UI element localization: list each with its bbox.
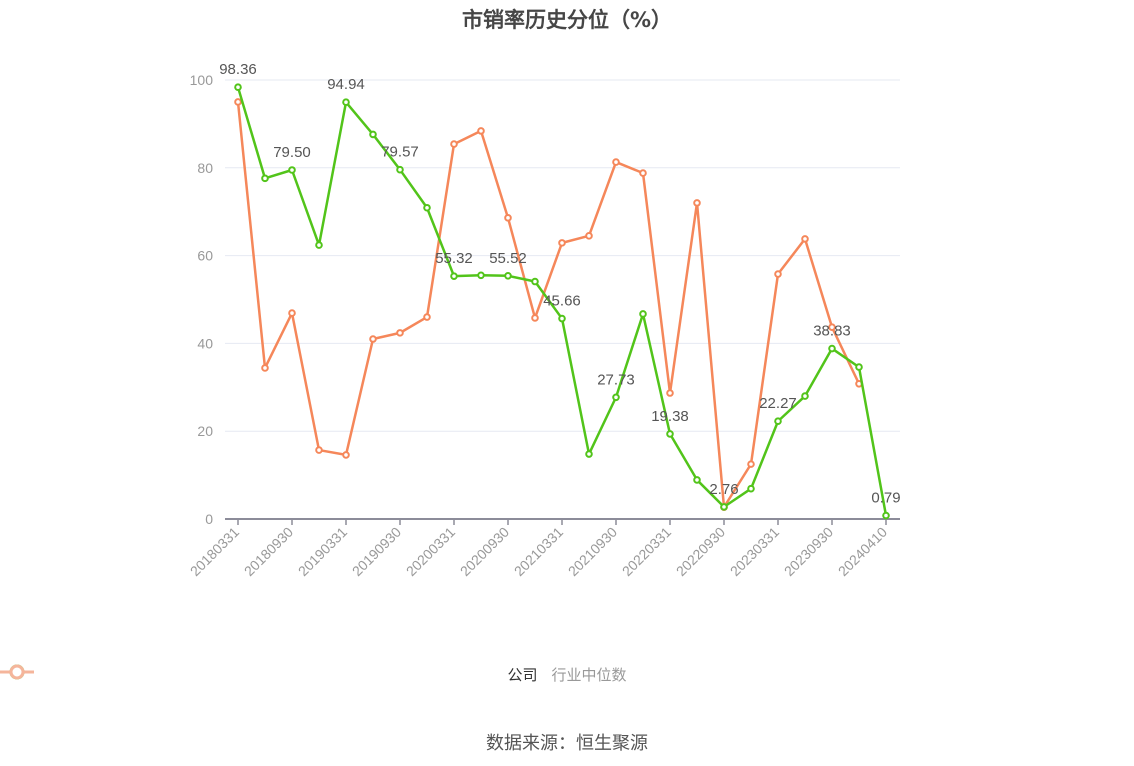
- data-source: 数据来源：恒生聚源: [486, 733, 648, 754]
- data-point[interactable]: [261, 364, 269, 372]
- data-point[interactable]: [342, 451, 350, 459]
- legend: 公司 行业中位数: [0, 664, 1134, 685]
- legend-label-industry: 行业中位数: [551, 666, 627, 684]
- data-label: 38.83: [813, 323, 851, 340]
- data-point[interactable]: [639, 310, 647, 318]
- x-tick-label: 20230930: [781, 524, 837, 580]
- y-tick-label: 0: [205, 511, 213, 527]
- legend-item-industry[interactable]: 行业中位数: [0, 664, 627, 685]
- industry-line: [236, 101, 861, 509]
- data-point[interactable]: [585, 232, 593, 240]
- y-tick-label: 60: [197, 248, 213, 264]
- y-tick-label: 100: [190, 72, 214, 88]
- data-point[interactable]: [450, 140, 458, 148]
- data-label: 45.66: [543, 293, 581, 310]
- data-point[interactable]: [315, 446, 323, 454]
- x-tick-label: 20190930: [349, 524, 405, 580]
- data-point[interactable]: [747, 460, 755, 468]
- data-point[interactable]: [396, 165, 404, 174]
- data-point[interactable]: [855, 363, 863, 371]
- data-label: 79.50: [273, 144, 311, 161]
- data-point[interactable]: [342, 98, 350, 107]
- y-tick-label: 80: [197, 160, 213, 176]
- data-point[interactable]: [396, 329, 404, 337]
- y-tick-label: 40: [197, 335, 213, 351]
- y-tick-label: 20: [197, 423, 213, 439]
- data-label: 94.94: [327, 76, 365, 93]
- data-point[interactable]: [234, 83, 242, 91]
- data-point[interactable]: [801, 235, 809, 243]
- legend-line-circle-icon: [0, 664, 34, 680]
- data-point[interactable]: [666, 389, 674, 397]
- data-point[interactable]: [747, 484, 755, 493]
- chart-title: 市销率历史分位（%）: [461, 8, 673, 32]
- data-point[interactable]: [531, 277, 539, 286]
- data-label: 27.73: [597, 371, 635, 388]
- data-point[interactable]: [774, 417, 782, 426]
- data-point[interactable]: [504, 271, 512, 280]
- data-point[interactable]: [720, 503, 728, 511]
- data-label: 79.57: [381, 144, 419, 161]
- x-tick-label: 20200331: [403, 524, 459, 580]
- data-point[interactable]: [882, 511, 890, 520]
- data-point[interactable]: [288, 166, 296, 174]
- data-point[interactable]: [693, 199, 701, 207]
- data-point[interactable]: [477, 127, 485, 135]
- data-label: 22.27: [759, 395, 797, 412]
- data-point[interactable]: [369, 130, 377, 139]
- x-tick-label: 20240410: [835, 524, 891, 580]
- data-label: 2.76: [709, 481, 738, 498]
- data-point[interactable]: [558, 314, 566, 323]
- x-tick-label: 20180331: [187, 524, 243, 580]
- data-label: 55.52: [489, 250, 527, 267]
- data-point[interactable]: [828, 344, 836, 353]
- x-tick-label: 20220930: [673, 524, 729, 580]
- data-label: 55.32: [435, 250, 473, 267]
- x-tick-label: 20200930: [457, 524, 513, 580]
- data-point[interactable]: [639, 169, 647, 177]
- data-point[interactable]: [234, 98, 242, 106]
- x-tick-label: 20190331: [295, 524, 351, 580]
- data-point[interactable]: [423, 203, 431, 212]
- data-point[interactable]: [450, 272, 458, 280]
- data-point[interactable]: [612, 158, 620, 166]
- data-point[interactable]: [369, 335, 377, 343]
- data-label: 98.36: [219, 61, 257, 78]
- line-chart: 0 20 40 60 80 100 2018033120180930201903312019…: [187, 61, 901, 580]
- data-point[interactable]: [261, 174, 269, 183]
- legend-label-company: 公司: [507, 666, 538, 684]
- legend-item-company[interactable]: 公司: [0, 664, 538, 685]
- data-point[interactable]: [585, 450, 593, 458]
- data-point[interactable]: [423, 313, 431, 321]
- data-point[interactable]: [666, 430, 674, 438]
- data-point[interactable]: [531, 314, 539, 322]
- data-point[interactable]: [801, 392, 809, 400]
- data-point[interactable]: [477, 271, 485, 280]
- x-tick-label: 20210331: [511, 524, 567, 580]
- data-point[interactable]: [558, 239, 566, 247]
- x-tick-label: 20210930: [565, 524, 621, 580]
- data-label: 19.38: [651, 408, 689, 425]
- data-point[interactable]: [774, 270, 782, 278]
- data-point[interactable]: [504, 214, 512, 222]
- x-tick-label: 20220331: [619, 524, 675, 580]
- data-point[interactable]: [288, 309, 296, 317]
- x-tick-label: 20180930: [241, 524, 297, 580]
- data-point[interactable]: [693, 476, 701, 484]
- x-tick-label: 20230331: [727, 524, 783, 580]
- data-label: 0.79: [871, 490, 900, 507]
- data-point[interactable]: [315, 241, 323, 249]
- data-point[interactable]: [612, 393, 620, 402]
- data-point[interactable]: [828, 323, 836, 331]
